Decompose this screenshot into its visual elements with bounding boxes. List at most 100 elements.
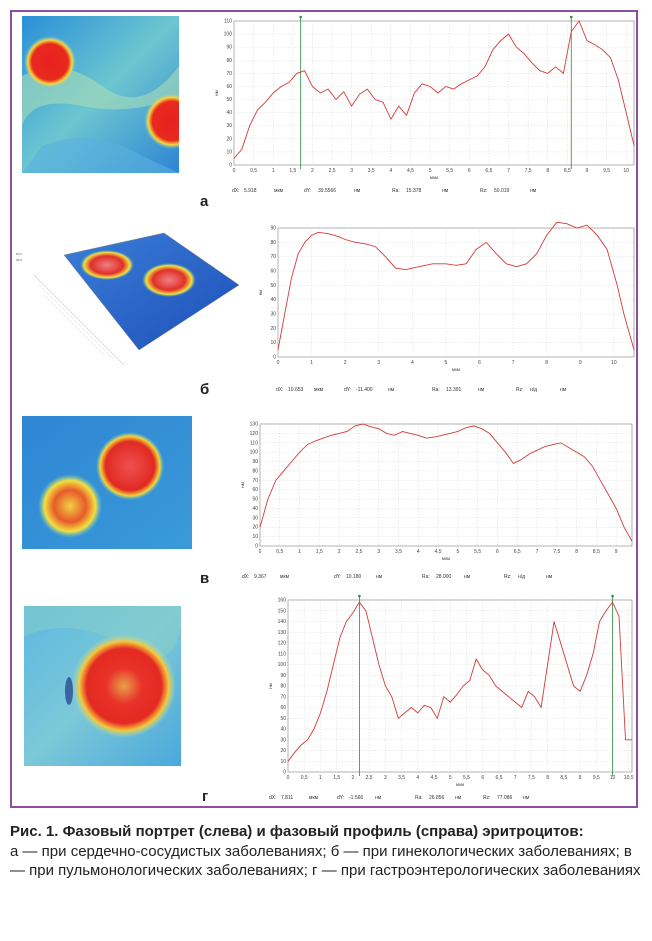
stat-dx-value: 10.653 (288, 387, 304, 393)
profile-line (233, 20, 635, 159)
chart-svg: 0102030405060708090100110120130140150160… (268, 594, 634, 787)
y-tick-label: 60 (226, 84, 232, 90)
x-tick-label: 3 (377, 549, 380, 555)
x-tick-label: 2 (311, 168, 314, 174)
y-tick-label: 60 (252, 487, 258, 493)
x-tick-label: 6 (481, 775, 484, 781)
x-tick-label: 2 (338, 549, 341, 555)
y-axis-label: нм (240, 482, 245, 488)
x-tick-label: 6 (496, 549, 499, 555)
x-tick-label: 6,5 (485, 168, 492, 174)
x-tick-label: 5 (429, 168, 432, 174)
stat-ra-value: 28.000 (436, 574, 452, 580)
stat-dx-unit: мкм (274, 188, 284, 194)
y-tick-label: 0 (273, 355, 276, 361)
stat-rz-value: н/д (518, 574, 526, 580)
x-tick-label: 10 (610, 775, 616, 781)
stat-ra-value: 26.856 (429, 795, 445, 801)
y-tick-label: 30 (252, 515, 258, 521)
y-tick-label: 20 (252, 525, 258, 531)
stat-dy-unit: нм (354, 188, 361, 194)
y-tick-label: 130 (250, 422, 259, 428)
cursor-marker-top (299, 15, 302, 19)
x-tick-label: 0 (287, 775, 290, 781)
x-tick-label: 8,5 (560, 775, 567, 781)
x-tick-label: 10 (611, 360, 617, 366)
cursor-marker-top (569, 15, 573, 19)
x-tick-label: 9,5 (603, 168, 610, 174)
y-tick-label: 50 (270, 283, 276, 289)
y-tick-label: 40 (280, 727, 286, 733)
y-tick-label: 100 (278, 662, 287, 668)
y-tick-label: 100 (250, 450, 259, 456)
stat-dx-unit: мкм (314, 387, 324, 393)
x-tick-label: 4 (416, 775, 419, 781)
x-tick-label: 4 (411, 360, 414, 366)
x-axis-label: мкм (430, 175, 438, 180)
x-tick-label: 7 (536, 549, 539, 555)
stats-row-b: dX: 10.653 мкм dY: -11.400 нм Ra: 13.391… (276, 387, 626, 395)
x-tick-label: 8,5 (564, 168, 571, 174)
x-tick-label: 9 (579, 775, 582, 781)
profile-line (277, 222, 635, 350)
x-tick-label: 0,5 (276, 549, 283, 555)
stat-ra-unit: нм (464, 574, 471, 580)
plot-area (233, 20, 635, 166)
x-tick-label: 3 (377, 360, 380, 366)
x-tick-label: 1,5 (316, 549, 323, 555)
x-tick-label: 5,5 (446, 168, 453, 174)
y-tick-label: 60 (280, 705, 286, 711)
x-tick-label: 1 (272, 168, 275, 174)
y-tick-label: 0 (283, 770, 286, 776)
y-tick-label: 110 (278, 651, 286, 657)
x-tick-label: 6,5 (495, 775, 502, 781)
y-tick-label: 80 (280, 684, 286, 690)
x-tick-label: 9 (615, 549, 618, 555)
x-tick-label: 7 (507, 168, 510, 174)
caption-title: Рис. 1. Фазовый портрет (слева) и фазовы… (10, 823, 584, 840)
stat-ra-label: Ra: (415, 795, 423, 801)
x-tick-label: 0 (259, 549, 262, 555)
x-tick-label: 6,5 (514, 549, 521, 555)
plot-area (259, 423, 633, 547)
x-tick-label: 0,5 (250, 168, 257, 174)
stat-ra-unit: нм (455, 795, 462, 801)
x-tick-label: 0 (233, 168, 236, 174)
x-tick-label: 9,5 (593, 775, 600, 781)
y-tick-label: 60 (270, 269, 276, 275)
x-axis-label: мкм (456, 782, 464, 787)
y-tick-label: 110 (250, 440, 258, 446)
y-tick-label: 70 (280, 694, 286, 700)
chart-svg: 0 10 20 30 40 50 60 70 80 90 0 1 2 3 4 5 6 7 8 9 10 мкм нм (258, 222, 635, 372)
x-tick-label: 3,5 (398, 775, 405, 781)
stats-row-a: dX: 5.918 мкм dY: 39.5566 нм Ra: 15.378 … (232, 188, 632, 196)
stat-dx-label: dX: (276, 387, 284, 393)
y-axis-label: нм (258, 290, 263, 296)
x-tick-label: 1 (298, 549, 301, 555)
y-tick-label: 70 (226, 71, 232, 77)
y-tick-label: 120 (250, 431, 259, 437)
y-tick-label: 150 (278, 608, 287, 614)
y-tick-label: 130 (278, 630, 287, 636)
y-tick-label: 90 (280, 673, 286, 679)
svg-text:50.0: 50.0 (16, 252, 22, 256)
y-tick-label: 70 (270, 254, 276, 260)
x-tick-label: 2,5 (329, 168, 336, 174)
stat-rz-value: 50.019 (494, 188, 510, 194)
x-tick-label: 4,5 (407, 168, 414, 174)
x-tick-label: 4,5 (431, 775, 438, 781)
y-tick-label: 40 (252, 506, 258, 512)
phase-profile-chart-d: 0 10 20 30 40 50 60 70 80 90 100 110 120 130 140 150 160… (266, 594, 638, 792)
stat-dx-unit: мкм (280, 574, 290, 580)
y-axis-label: нм (268, 683, 273, 689)
x-tick-label: 7,5 (525, 168, 532, 174)
x-tick-label: 1,5 (333, 775, 340, 781)
caption-body: а — при сердечно-сосудистых заболеваниях… (10, 843, 641, 879)
y-tick-label: 80 (252, 468, 258, 474)
y-tick-label: 20 (280, 748, 286, 754)
x-tick-label: 7,5 (553, 549, 560, 555)
phase-portrait-d (24, 606, 181, 766)
stat-dy-unit: нм (376, 574, 383, 580)
panel-letter-b: б (200, 381, 210, 398)
y-tick-label: 30 (280, 737, 286, 743)
